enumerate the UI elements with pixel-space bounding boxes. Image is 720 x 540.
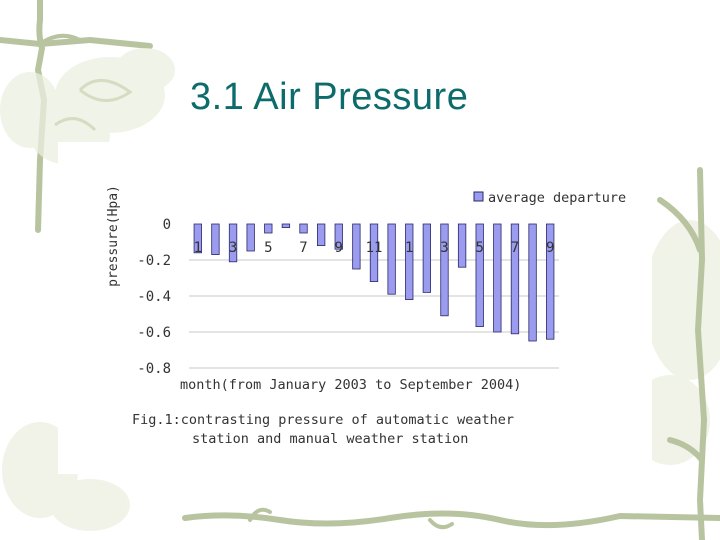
x-tick-label: 9 bbox=[546, 240, 554, 256]
x-tick-label: 3 bbox=[229, 240, 237, 256]
x-axis-label: month(from January 2003 to September 200… bbox=[180, 377, 521, 393]
y-tick-label: -0.6 bbox=[137, 325, 171, 341]
bar bbox=[387, 223, 396, 295]
x-tick-label: 1 bbox=[405, 240, 413, 256]
bar bbox=[334, 223, 343, 250]
bar bbox=[246, 223, 255, 252]
bar bbox=[440, 223, 449, 317]
bar bbox=[281, 223, 291, 228]
x-tick-label: 7 bbox=[511, 240, 519, 256]
bar bbox=[475, 223, 484, 327]
top-blossom-detail bbox=[54, 79, 133, 132]
x-tick-labels: 1 3 5 7 9 11 1 3 5 7 9 bbox=[194, 240, 555, 256]
bar bbox=[228, 223, 238, 263]
bar bbox=[457, 223, 467, 268]
y-tick-label: -0.2 bbox=[137, 253, 171, 269]
bar bbox=[405, 223, 414, 300]
bar bbox=[369, 223, 379, 282]
bar bbox=[352, 223, 361, 270]
y-axis-label: pressure(Hpa) bbox=[106, 185, 121, 287]
bar-chart: 0-0.2-0.4-0.6-0.8 1 3 5 7 9 11 1 3 5 7 9 pressure(… bbox=[106, 185, 626, 447]
y-tick-label: -0.4 bbox=[137, 289, 171, 305]
bar-layer bbox=[193, 223, 555, 342]
right-vine-ornament bbox=[657, 167, 708, 540]
figure-caption-line-2: station and manual weather station bbox=[192, 431, 468, 447]
bar bbox=[316, 223, 326, 247]
bar bbox=[422, 223, 432, 293]
x-tick-label: 11 bbox=[366, 240, 383, 256]
legend-label: average departure bbox=[488, 190, 626, 206]
legend-swatch bbox=[473, 191, 484, 202]
y-tick-label: 0 bbox=[163, 217, 171, 233]
bar bbox=[493, 223, 502, 333]
bar bbox=[510, 223, 520, 335]
bar bbox=[299, 223, 308, 234]
x-tick-label: 5 bbox=[475, 240, 483, 256]
legend: average departure bbox=[473, 190, 626, 206]
bar bbox=[546, 223, 555, 340]
y-tick-labels: 0 -0.2 -0.4 -0.6 -0.8 bbox=[137, 217, 171, 377]
x-tick-label: 1 bbox=[194, 240, 202, 256]
x-tick-label: 5 bbox=[264, 240, 272, 256]
bar bbox=[264, 223, 273, 234]
chart-panel: 0 -0.2 -0.4 -0.6 -0.8 1 3 5 7 9 11 1 3 5 7 9 pressure(… bbox=[58, 142, 652, 474]
bar bbox=[193, 223, 202, 254]
x-tick-label: 7 bbox=[299, 240, 307, 256]
slide-title: 3.1 Air Pressure bbox=[190, 76, 469, 118]
bar bbox=[528, 223, 537, 342]
figure-caption-line-1: Fig.1:contrasting pressure of automatic … bbox=[132, 412, 514, 428]
x-tick-label: 9 bbox=[335, 240, 343, 256]
bar bbox=[211, 223, 220, 256]
bottom-vine-ornament bbox=[182, 507, 720, 530]
x-tick-label: 3 bbox=[440, 240, 448, 256]
y-tick-label: -0.8 bbox=[137, 361, 171, 377]
